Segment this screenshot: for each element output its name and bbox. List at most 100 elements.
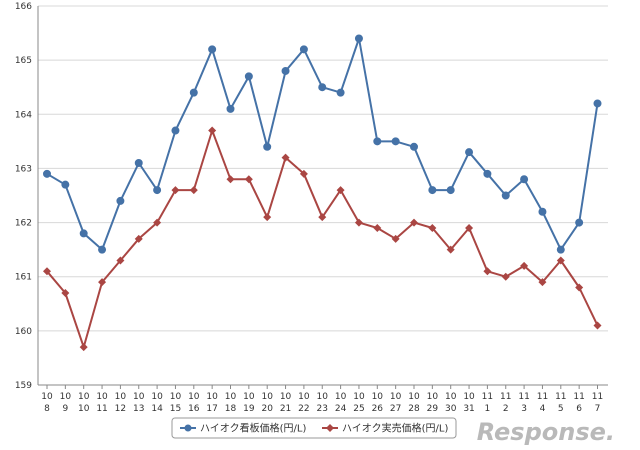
x-tick-label-month: 10 xyxy=(408,392,420,402)
data-point xyxy=(116,196,125,205)
x-tick-label-month: 11 xyxy=(573,392,584,402)
x-tick-label-month: 11 xyxy=(518,392,529,402)
data-point xyxy=(318,213,327,222)
y-tick-label: 160 xyxy=(15,327,32,337)
x-tick-label-month: 10 xyxy=(188,392,200,402)
data-point xyxy=(538,207,547,216)
x-tick-label-day: 4 xyxy=(540,404,546,414)
data-point xyxy=(593,321,602,330)
x-tick-label-month: 11 xyxy=(537,392,548,402)
data-point xyxy=(501,191,510,200)
data-point xyxy=(556,256,565,265)
y-tick-label: 165 xyxy=(15,56,32,66)
data-point xyxy=(43,169,51,178)
data-point xyxy=(299,169,308,178)
watermark-logo: Response. xyxy=(477,418,615,446)
y-tick-label: 166 xyxy=(15,2,32,12)
x-tick-label-day: 17 xyxy=(206,404,217,414)
data-point xyxy=(391,137,400,146)
data-point xyxy=(263,213,272,222)
data-point xyxy=(410,218,418,227)
x-tick-label-month: 10 xyxy=(243,392,255,402)
x-tick-label-day: 16 xyxy=(188,404,200,414)
data-point xyxy=(354,34,363,43)
x-tick-label-month: 10 xyxy=(41,392,53,402)
data-point xyxy=(281,66,290,75)
x-tick-label-day: 6 xyxy=(576,404,582,414)
x-tick-label-day: 30 xyxy=(445,404,457,414)
x-tick-label-month: 11 xyxy=(555,392,566,402)
x-tick-label-day: 8 xyxy=(44,404,50,414)
data-point xyxy=(483,169,492,178)
y-tick-label: 161 xyxy=(15,273,32,283)
data-point xyxy=(538,278,547,287)
legend: ハイオク看板価格(円/L) ハイオク実売価格(円/L) xyxy=(171,417,457,439)
data-point xyxy=(208,126,217,135)
x-tick-label-day: 20 xyxy=(261,404,273,414)
x-tick-label-day: 10 xyxy=(78,404,90,414)
y-tick-label: 162 xyxy=(15,219,32,229)
x-tick-label-day: 21 xyxy=(280,404,291,414)
data-point xyxy=(189,186,198,195)
legend-label: ハイオク実売価格(円/L) xyxy=(342,422,448,435)
data-point xyxy=(373,223,382,232)
x-tick-label-month: 10 xyxy=(78,392,90,402)
gridlines xyxy=(38,5,608,386)
data-point xyxy=(208,45,217,54)
x-tick-label-day: 31 xyxy=(463,404,474,414)
x-tick-label-day: 13 xyxy=(133,404,144,414)
data-point xyxy=(354,218,363,227)
data-point xyxy=(171,126,180,135)
data-point xyxy=(446,186,455,195)
data-point xyxy=(465,223,474,232)
x-tick-label-month: 11 xyxy=(482,392,493,402)
x-tick-label-day: 5 xyxy=(558,404,564,414)
y-tick-label: 163 xyxy=(15,164,32,174)
data-point xyxy=(520,175,529,184)
x-tick-label-month: 10 xyxy=(60,392,72,402)
x-tick-label-month: 10 xyxy=(445,392,457,402)
data-point xyxy=(98,245,107,254)
data-point xyxy=(428,186,437,195)
x-tick-label-month: 10 xyxy=(170,392,182,402)
x-tick-label-month: 10 xyxy=(261,392,273,402)
data-point xyxy=(410,142,418,151)
data-point xyxy=(556,245,565,254)
data-point xyxy=(575,218,584,227)
data-point xyxy=(79,343,88,352)
data-point xyxy=(61,288,70,297)
x-tick-label-month: 10 xyxy=(298,392,310,402)
data-point xyxy=(153,218,162,227)
x-tick-label-month: 10 xyxy=(206,392,218,402)
y-tick-label: 164 xyxy=(15,110,32,120)
x-tick-label-day: 15 xyxy=(170,404,181,414)
x-tick-label-month: 10 xyxy=(317,392,329,402)
x-tick-label-month: 11 xyxy=(592,392,603,402)
data-point xyxy=(116,256,125,265)
series-2 xyxy=(43,126,602,352)
data-point xyxy=(263,142,272,151)
legend-box xyxy=(171,417,457,439)
x-tick-labels: 1081091010101110121013101410151016101710… xyxy=(41,392,603,414)
x-tick-label-day: 27 xyxy=(390,404,401,414)
data-point xyxy=(520,261,529,270)
x-tick-label-day: 11 xyxy=(96,404,107,414)
data-point xyxy=(171,186,180,195)
x-tick-label-day: 1 xyxy=(485,404,491,414)
x-tick-label-day: 22 xyxy=(298,404,309,414)
data-point xyxy=(428,223,437,232)
x-tick-label-month: 10 xyxy=(151,392,163,402)
x-tick-label-day: 29 xyxy=(427,404,439,414)
data-point xyxy=(244,175,253,184)
y-tick-labels: 159 160 161 162 163 164 165 166 xyxy=(15,2,32,391)
x-tick-label-day: 19 xyxy=(243,404,255,414)
x-tick-label-month: 10 xyxy=(335,392,347,402)
y-tick-label: 159 xyxy=(15,381,32,391)
data-point xyxy=(483,267,492,276)
x-tick-label-month: 11 xyxy=(500,392,511,402)
x-tick-label-day: 14 xyxy=(151,404,163,414)
x-tick-label-month: 10 xyxy=(115,392,127,402)
x-tick-label-day: 25 xyxy=(353,404,364,414)
data-point xyxy=(446,245,455,254)
